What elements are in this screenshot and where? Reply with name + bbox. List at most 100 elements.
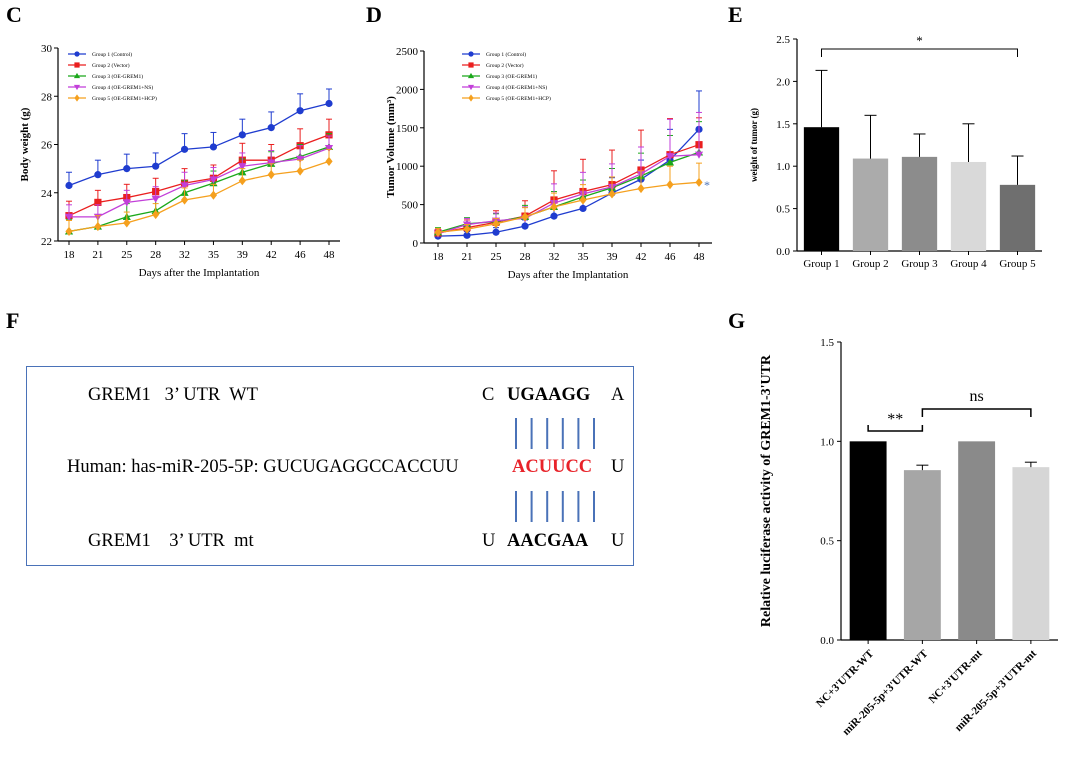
y-tick-label: 2.5 <box>776 34 790 46</box>
x-tick-label: 25 <box>121 249 133 261</box>
x-tick-label: 46 <box>295 249 307 261</box>
data-point <box>296 166 304 176</box>
wt-right-base: A <box>611 385 625 405</box>
y-axis-title: Tumor Volume (mm³) <box>385 96 397 198</box>
x-tick-label: 28 <box>150 249 162 261</box>
legend-label: Group 5 (OE-GREM1+HCP) <box>92 95 157 102</box>
significance-label: ** <box>887 411 903 428</box>
x-tick-label: 35 <box>208 249 220 261</box>
panel-letter-g: G <box>728 308 745 333</box>
bar <box>901 156 938 251</box>
wt-left-base: C <box>482 385 495 405</box>
data-point <box>122 199 131 207</box>
y-tick-label: 1.0 <box>776 161 790 173</box>
series-1 <box>65 88 333 190</box>
data-point <box>521 212 529 222</box>
data-point <box>180 145 189 153</box>
y-tick-label: 1.0 <box>820 436 834 448</box>
data-point <box>608 189 616 199</box>
x-tick-label: Group 5 <box>999 258 1036 270</box>
y-tick-label: 2000 <box>396 84 419 96</box>
x-tick-label: 21 <box>462 251 473 263</box>
y-tick-label: 30 <box>41 43 53 55</box>
x-tick-label: 39 <box>607 251 619 263</box>
legend-label: Group 2 (Vector) <box>486 62 524 69</box>
series-3 <box>433 121 704 236</box>
data-point <box>94 198 102 206</box>
x-tick-label: Group 3 <box>901 258 938 270</box>
x-tick-label: 48 <box>694 251 706 263</box>
series-line <box>437 151 700 233</box>
data-point <box>296 107 304 115</box>
y-tick-label: 0.5 <box>820 536 834 548</box>
legend-marker <box>468 62 474 68</box>
mir-seed: ACUUCC <box>512 457 593 477</box>
x-tick-label: 25 <box>491 251 503 263</box>
data-point <box>64 213 74 221</box>
tumor-volume-chart: 0 500 1000 1500 2000 2500 18 21 25 28 32 35 39 42 46 48… <box>385 46 712 281</box>
series-line <box>68 146 330 232</box>
y-tick-label: 0.0 <box>776 246 790 258</box>
y-tick-label: 1.5 <box>820 337 834 349</box>
data-point <box>665 153 675 161</box>
x-tick-label: 46 <box>665 251 677 263</box>
legend-label: Group 1 (Control) <box>92 51 132 58</box>
data-point <box>695 177 703 187</box>
data-point <box>666 180 674 190</box>
series-line <box>68 102 330 187</box>
data-point <box>579 195 587 205</box>
series-4 <box>64 135 334 221</box>
y-tick-label: 24 <box>41 188 53 200</box>
significance-bracket <box>921 408 1032 417</box>
data-point <box>434 227 442 237</box>
data-point <box>65 226 73 236</box>
significance-bracket <box>821 48 1018 57</box>
x-tick-label: 18 <box>64 249 76 261</box>
panel-letter-d: D <box>366 2 382 27</box>
series-line <box>437 154 700 235</box>
data-point <box>324 145 334 153</box>
x-tick-label: Group 2 <box>852 258 888 270</box>
data-point <box>296 155 305 164</box>
data-point <box>267 124 275 132</box>
wt-seed: UGAAGG <box>507 385 591 405</box>
data-point <box>325 156 333 166</box>
x-tick-label: 42 <box>266 249 277 261</box>
mir-right-base: U <box>611 457 625 477</box>
y-tick-label: 500 <box>402 200 419 212</box>
data-point <box>94 171 102 179</box>
legend-marker <box>74 62 80 68</box>
bar <box>999 184 1036 251</box>
y-tick-label: 2.0 <box>776 76 790 88</box>
series-line <box>437 144 700 234</box>
y-tick-label: 0.0 <box>820 635 834 647</box>
bar <box>958 441 996 640</box>
x-tick-label: NC+3'UTR-WT <box>814 647 877 710</box>
y-tick-label: 28 <box>41 91 53 103</box>
x-tick-label: 42 <box>636 251 647 263</box>
series-line <box>69 147 330 218</box>
x-tick-label: Group 1 <box>803 258 839 270</box>
x-axis-title: Days after the Implantation <box>139 267 260 279</box>
data-point <box>325 99 333 108</box>
data-point <box>238 163 247 171</box>
wt-label: GREM1 3’ UTR WT <box>88 385 258 405</box>
data-point <box>180 195 189 205</box>
y-tick-label: 2500 <box>396 46 419 58</box>
legend-label: Group 5 (OE-GREM1+HCP) <box>486 95 551 102</box>
significance-star: * <box>704 178 710 192</box>
x-tick-label: 32 <box>549 251 560 263</box>
bar <box>950 161 987 251</box>
data-point <box>463 224 471 234</box>
data-point <box>123 165 131 173</box>
data-point <box>180 182 189 190</box>
data-point <box>123 218 131 228</box>
data-point <box>238 176 246 186</box>
luciferase-chart: 0.00.51.01.5NC+3'UTR-WTmiR-205-5p+3'UTR-… <box>759 337 1058 738</box>
x-tick-label: 35 <box>578 251 590 263</box>
data-point <box>151 195 160 203</box>
series-4 <box>433 111 704 238</box>
series-2 <box>434 117 703 237</box>
y-tick-label: 0 <box>413 238 419 250</box>
